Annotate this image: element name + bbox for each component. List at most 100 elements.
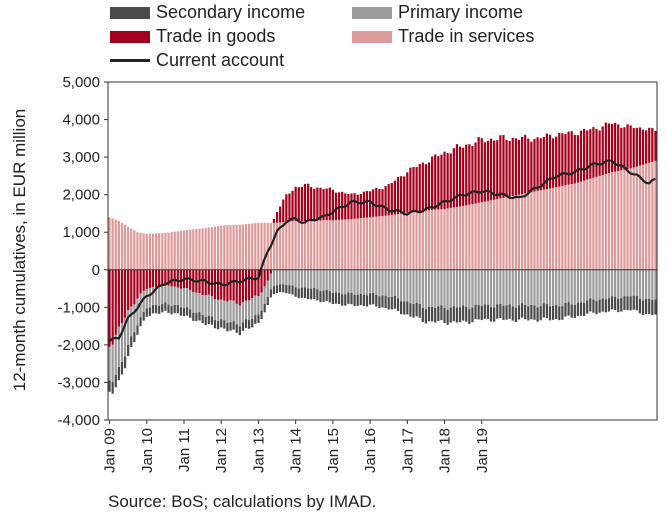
bar-trade-services	[384, 215, 387, 270]
legend-item-current-account: Current account	[110, 50, 284, 71]
bar-trade-goods	[539, 138, 542, 191]
bar-trade-services	[592, 177, 595, 270]
bar-trade-goods	[384, 186, 387, 216]
bar-trade-goods	[452, 148, 455, 208]
bar-trade-services	[582, 180, 586, 270]
bar-trade-goods	[440, 154, 443, 210]
bar-trade-goods	[567, 131, 570, 185]
bar-trade-services	[573, 183, 576, 270]
bar-trade-goods	[564, 134, 567, 186]
bar-primary-income	[161, 284, 164, 305]
bar-primary-income	[114, 334, 117, 375]
legend-swatch-primary-income	[352, 6, 392, 19]
bar-secondary-income	[372, 292, 375, 305]
bar-primary-income	[213, 299, 217, 321]
bar-secondary-income	[589, 298, 592, 312]
bar-trade-services	[291, 221, 294, 270]
bar-trade-services	[344, 219, 347, 270]
bar-trade-services	[437, 209, 440, 270]
bar-primary-income	[579, 269, 583, 303]
bar-trade-services	[216, 225, 220, 270]
bar-trade-services	[607, 173, 611, 270]
bar-trade-goods	[142, 269, 145, 291]
bar-trade-services	[579, 181, 583, 270]
bar-trade-goods	[381, 189, 384, 216]
bar-primary-income	[427, 269, 431, 307]
bar-trade-services	[381, 215, 384, 270]
legend-swatch-secondary-income	[110, 6, 150, 19]
bar-secondary-income	[257, 314, 260, 323]
bar-trade-services	[648, 162, 651, 270]
bar-primary-income	[325, 269, 328, 290]
bar-trade-goods	[424, 164, 428, 211]
bar-primary-income	[244, 300, 248, 320]
bar-primary-income	[139, 293, 142, 318]
bar-trade-goods	[204, 269, 207, 296]
bar-trade-services	[465, 205, 468, 270]
bar-trade-goods	[282, 199, 285, 223]
x-tick-label: Jan 16	[362, 428, 379, 473]
bar-trade-goods	[257, 269, 260, 297]
bar-secondary-income	[368, 293, 372, 305]
bar-trade-services	[474, 203, 477, 270]
bar-trade-goods	[148, 269, 151, 288]
bar-secondary-income	[291, 285, 294, 295]
bar-secondary-income	[486, 304, 490, 319]
bar-primary-income	[443, 269, 446, 309]
bar-primary-income	[505, 269, 508, 306]
bar-primary-income	[527, 269, 530, 307]
bar-trade-goods	[648, 127, 651, 163]
bar-primary-income	[344, 269, 347, 295]
bar-trade-goods	[558, 132, 561, 187]
bar-trade-services	[555, 187, 558, 270]
bar-secondary-income	[182, 307, 186, 317]
bar-trade-goods	[244, 269, 248, 301]
bar-trade-services	[297, 220, 300, 270]
bar-trade-goods	[279, 206, 282, 223]
bar-secondary-income	[409, 303, 412, 317]
bar-secondary-income	[282, 284, 285, 293]
bar-secondary-income	[244, 319, 248, 329]
bar-trade-services	[527, 192, 530, 270]
bar-trade-services	[334, 220, 338, 270]
bar-primary-income	[458, 269, 462, 308]
bar-primary-income	[310, 269, 313, 289]
bar-trade-goods	[412, 167, 415, 212]
bar-trade-goods	[626, 124, 629, 170]
bar-secondary-income	[378, 296, 381, 309]
bar-secondary-income	[341, 294, 344, 306]
bar-trade-goods	[154, 269, 158, 288]
bar-secondary-income	[468, 309, 471, 324]
bar-secondary-income	[496, 304, 499, 319]
bar-secondary-income	[288, 285, 291, 294]
bar-primary-income	[586, 269, 589, 301]
bar-secondary-income	[399, 301, 403, 315]
bar-primary-income	[192, 292, 195, 313]
bar-trade-goods	[477, 137, 480, 203]
bar-trade-goods	[387, 184, 390, 216]
bar-trade-goods	[136, 269, 139, 299]
bar-trade-goods	[638, 127, 642, 166]
bar-trade-goods	[241, 269, 245, 303]
plot-frame	[107, 81, 658, 421]
bar-primary-income	[229, 300, 232, 323]
bar-primary-income	[375, 269, 378, 295]
bar-primary-income	[179, 288, 182, 308]
bar-trade-services	[601, 174, 604, 270]
bar-trade-services	[576, 182, 580, 270]
bar-trade-services	[189, 229, 192, 270]
bar-primary-income	[322, 269, 325, 291]
bar-secondary-income	[263, 303, 266, 313]
bar-trade-goods	[437, 156, 440, 210]
bar-trade-goods	[406, 172, 409, 213]
bar-trade-services	[362, 217, 365, 270]
bar-primary-income	[471, 269, 474, 308]
bar-trade-services	[201, 228, 204, 270]
bar-trade-services	[260, 222, 263, 270]
bar-primary-income	[648, 269, 651, 299]
bar-primary-income	[347, 269, 350, 293]
y-axis-label: 12-month cumulatives, in EUR million	[10, 108, 29, 392]
bar-trade-services	[496, 199, 499, 270]
bar-trade-services	[337, 219, 341, 270]
bar-secondary-income	[344, 294, 347, 306]
